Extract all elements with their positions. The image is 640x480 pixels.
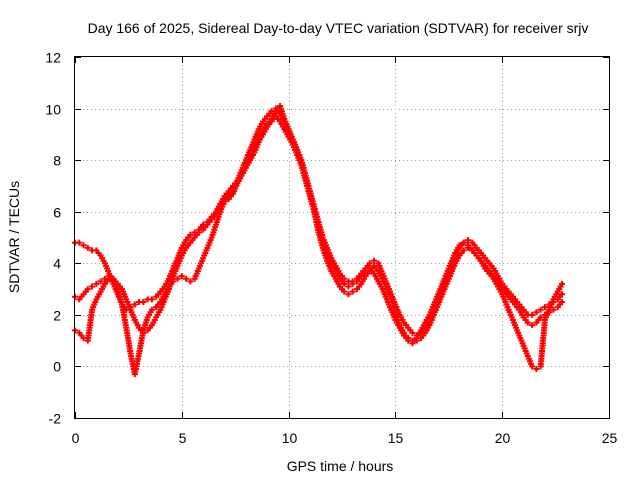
data-point xyxy=(140,298,147,305)
y-tick-label: -2 xyxy=(49,411,62,427)
x-tick-label: 25 xyxy=(602,430,618,446)
y-tick-label: 12 xyxy=(45,50,61,66)
plot-frame xyxy=(74,56,610,419)
data-point xyxy=(341,288,348,295)
data-point xyxy=(529,311,536,318)
data-point xyxy=(84,286,91,293)
data-point xyxy=(93,280,100,287)
data-point xyxy=(84,244,91,251)
y-axis-label: SDTVAR / TECUs xyxy=(6,181,22,293)
data-point xyxy=(106,275,113,282)
data-point xyxy=(559,291,566,298)
data-point xyxy=(178,273,185,280)
data-point xyxy=(537,306,544,313)
chart-title: Day 166 of 2025, Sidereal Day-to-day VTE… xyxy=(88,20,589,36)
y-tick-label: 8 xyxy=(53,153,61,169)
x-axis-label: GPS time / hours xyxy=(287,458,394,474)
x-tick-label: 15 xyxy=(388,430,404,446)
data-point xyxy=(341,280,348,287)
data-point xyxy=(465,237,472,244)
data-point xyxy=(537,314,544,321)
data-point xyxy=(170,278,177,285)
axis-ticks xyxy=(75,57,610,419)
y-tick-label: 10 xyxy=(45,102,61,118)
data-point xyxy=(187,278,194,285)
data-point xyxy=(409,329,416,336)
data-point xyxy=(183,275,190,282)
y-tick-labels: -2 0 2 4 6 8 10 12 xyxy=(45,50,61,427)
data-point xyxy=(559,298,566,305)
x-tick-label: 10 xyxy=(282,430,298,446)
data-point xyxy=(221,198,228,205)
x-tick-label: 20 xyxy=(495,430,511,446)
data-point xyxy=(131,301,138,308)
data-point xyxy=(345,283,352,290)
data-point xyxy=(97,278,104,285)
data-point xyxy=(345,291,352,298)
data-point xyxy=(533,366,540,373)
x-tick-label: 0 xyxy=(72,430,80,446)
data-point xyxy=(366,260,373,267)
x-tick-labels: 0 5 10 15 20 25 xyxy=(72,430,618,446)
data-point xyxy=(529,363,536,370)
data-point xyxy=(195,229,202,236)
data-point xyxy=(80,242,87,249)
data-point xyxy=(541,304,548,311)
data-point xyxy=(174,275,181,282)
series-track-3 xyxy=(72,102,566,378)
data-point xyxy=(559,280,566,287)
data-point xyxy=(460,239,467,246)
data-point xyxy=(371,257,378,264)
data-point xyxy=(89,283,96,290)
data-point xyxy=(405,337,412,344)
data-point xyxy=(76,239,83,246)
data-points xyxy=(72,102,566,378)
y-tick-label: 4 xyxy=(53,256,61,272)
data-point xyxy=(148,306,155,313)
data-point xyxy=(187,231,194,238)
data-point xyxy=(456,242,463,249)
x-tick-label: 5 xyxy=(179,430,187,446)
data-point xyxy=(524,319,531,326)
data-point xyxy=(349,288,356,295)
data-point xyxy=(533,309,540,316)
data-point xyxy=(148,296,155,303)
data-point xyxy=(460,247,467,254)
data-point xyxy=(349,280,356,287)
y-tick-label: 2 xyxy=(53,308,61,324)
y-tick-label: 6 xyxy=(53,205,61,221)
data-point xyxy=(529,322,536,329)
y-tick-label: 0 xyxy=(53,359,61,375)
